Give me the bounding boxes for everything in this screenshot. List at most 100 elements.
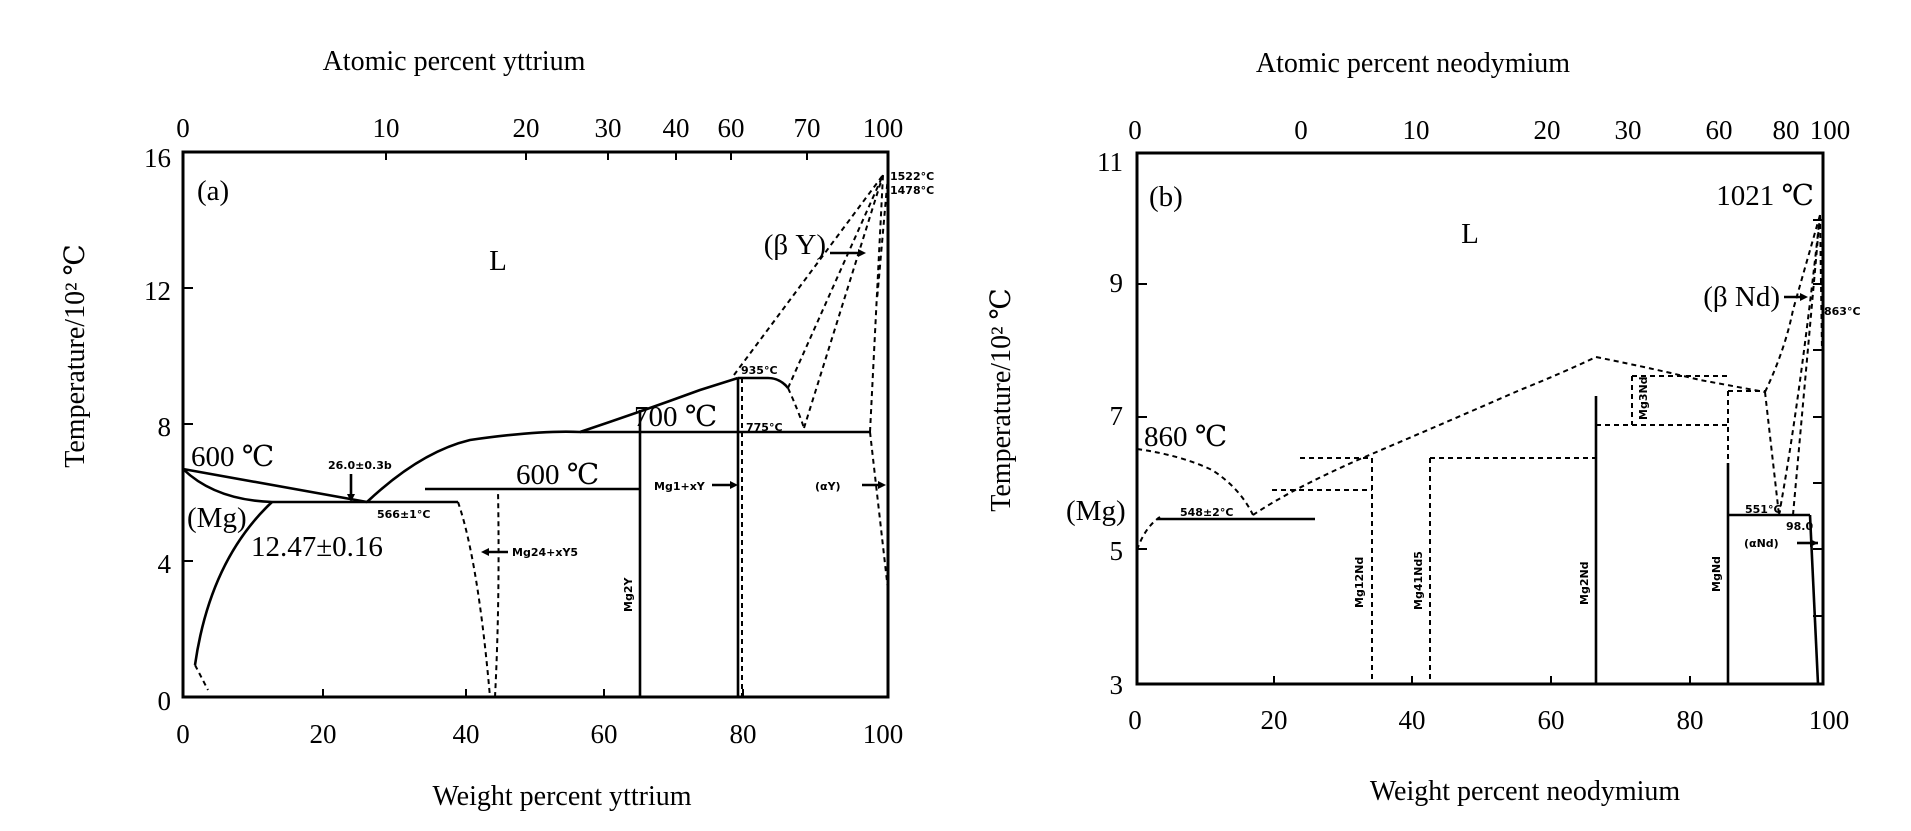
panel-a-top-tick: 40 xyxy=(663,113,690,143)
panel-b-bottom-tick: 20 xyxy=(1261,705,1288,735)
panel-b-bottom-tick: 80 xyxy=(1677,705,1704,735)
panel-b-plot-frame xyxy=(1135,151,1825,686)
panel-a-left-tick: 0 xyxy=(158,686,172,716)
panel-a-top-tick: 30 xyxy=(595,113,622,143)
panel-b-beta-arrowhead xyxy=(1800,293,1808,301)
panel-b-arrows xyxy=(1784,293,1818,547)
panel-a-dashed-beta-2 xyxy=(803,174,884,429)
panel-b-mg-phase-label: (Mg) xyxy=(1066,495,1126,527)
panel-b-dashed-right-edge xyxy=(1819,214,1823,351)
panel-a-600c-mid-label: 600 ℃ xyxy=(516,459,599,491)
panel-a-left-tick: 8 xyxy=(158,412,172,442)
panel-a-935c-label: 935°C xyxy=(741,364,778,377)
panel-b-863c-label: 863°C xyxy=(1824,305,1861,318)
panel-a-bottom-tick: 100 xyxy=(863,719,904,749)
panel-b-top-tick: 10 xyxy=(1403,115,1430,145)
panel-b-dashed-beta-up xyxy=(1764,214,1821,393)
panel-a-alpha-arrowhead xyxy=(878,481,886,489)
panel-b-top-tick: 80 xyxy=(1773,115,1800,145)
panel-a-bottom-tick: 80 xyxy=(730,719,757,749)
panel-a-top-tick-labels: 0 10 20 30 40 60 70 100 xyxy=(176,113,903,143)
panel-a-top-tick: 20 xyxy=(513,113,540,143)
panel-a-dashed-alpha xyxy=(869,431,889,591)
panel-b-top-tick: 20 xyxy=(1534,115,1561,145)
panel-b-liquid-label: L xyxy=(1461,218,1479,250)
panel-b-left-tick: 9 xyxy=(1110,268,1124,298)
panel-a-bottom-tick-labels: 0 20 40 60 80 100 xyxy=(176,719,903,749)
panel-a-700c-label: 700 ℃ xyxy=(634,401,717,433)
panel-b-top-tick: 30 xyxy=(1615,115,1642,145)
panel-a-775c-label: 775°C xyxy=(746,421,783,434)
panel-a-mg-y-diagram: Atomic percent yttrium 0 10 20 30 40 60 … xyxy=(60,46,934,812)
panel-b-860c-label: 860 ℃ xyxy=(1144,421,1227,453)
panel-b-top-tick: 100 xyxy=(1810,115,1851,145)
panel-a-label: (a) xyxy=(197,175,229,207)
panel-b-dashed-beta-inner xyxy=(1778,214,1821,516)
panel-a-dashed-beta-1 xyxy=(787,174,884,389)
panel-b-top-tick: 60 xyxy=(1706,115,1733,145)
panel-a-bottom-tick: 20 xyxy=(310,719,337,749)
panel-b-98-label: 98.0 xyxy=(1786,520,1813,533)
panel-a-dashed-beta-3 xyxy=(869,174,884,433)
panel-a-dashed-boundaries xyxy=(194,174,889,698)
panel-a-solvus-upper xyxy=(182,468,273,504)
panel-a-eutectic-point-label: 26.0±0.3b xyxy=(328,459,392,472)
panel-a-alpha-y-label: (αY) xyxy=(815,480,841,493)
panel-a-mg24-arrowhead xyxy=(481,548,489,556)
panel-a-eutectic-composition-label: 12.47±0.16 xyxy=(251,531,383,563)
panel-b-mgnd-label: MgNd xyxy=(1710,556,1723,592)
panel-a-left-axis-title: Temperature/10² ℃ xyxy=(60,244,91,468)
panel-a-top-tick: 60 xyxy=(718,113,745,143)
panel-a-top-tick: 10 xyxy=(373,113,400,143)
panel-b-left-axis-title: Temperature/10² ℃ xyxy=(986,288,1017,512)
panel-a-left-tick: 16 xyxy=(144,143,171,173)
panel-b-top-tick-labels: 0 0 10 20 30 60 80 100 xyxy=(1128,115,1850,145)
panel-a-left-tick: 12 xyxy=(144,276,171,306)
panel-a-600c-left-label: 600 ℃ xyxy=(191,441,274,473)
panel-b-dashed-mg-solvus xyxy=(1136,516,1161,551)
panel-a-annotations: (a) L (β Y) 600 ℃ 700 ℃ 600 ℃ (Mg) 12.47… xyxy=(187,170,934,612)
panel-b-548c-label: 548±2°C xyxy=(1180,506,1233,519)
panel-b-left-tick-labels: 11 9 7 5 3 xyxy=(1097,147,1123,700)
panel-a-phase-boundaries xyxy=(182,376,870,697)
panel-a-566c-label: 566±1°C xyxy=(377,508,430,521)
panel-b-left-tick: 11 xyxy=(1097,147,1123,177)
panel-a-mg-phase-label: (Mg) xyxy=(187,502,247,534)
panel-a-mg1y-arrowhead xyxy=(730,481,738,489)
panel-b-left-tick: 5 xyxy=(1110,536,1124,566)
panel-a-top-tick: 100 xyxy=(863,113,904,143)
panel-a-liquidus-left xyxy=(182,467,368,504)
panel-b-bottom-tick: 100 xyxy=(1809,705,1850,735)
panel-a-1522c-label: 1522°C xyxy=(890,170,934,183)
panel-a-1478c-label: 1478°C xyxy=(890,184,934,197)
panel-a-top-axis-title: Atomic percent yttrium xyxy=(323,46,586,77)
panel-b-mg12nd-label: Mg12Nd xyxy=(1353,557,1366,608)
panel-a-dashed-mg24-right xyxy=(494,489,500,698)
panel-b-left-tick: 3 xyxy=(1110,670,1124,700)
panel-a-dashed-liquidus-beta xyxy=(733,174,884,376)
panel-a-liquidus-right xyxy=(366,376,739,503)
panel-b-top-tick: 0 xyxy=(1294,115,1308,145)
panel-b-dashed-liquidus-mid xyxy=(1252,356,1597,516)
panel-a-dashed-beta-4 xyxy=(876,174,889,301)
panel-b-alpha-nd-label: (αNd) xyxy=(1744,537,1779,550)
panel-b-annotations: (b) L 1021 ℃ (β Nd) 860 ℃ (Mg) 863°C 548… xyxy=(1066,180,1861,610)
panel-a-dashed-mg24-left xyxy=(457,501,491,698)
panel-b-top-tick: 0 xyxy=(1128,115,1142,145)
panel-a-solvus-lower xyxy=(193,501,273,666)
panel-a-top-tick: 0 xyxy=(176,113,190,143)
panel-b-dashed-liquidus-left xyxy=(1136,448,1254,516)
panel-b-mg41nd5-label: Mg41Nd5 xyxy=(1412,551,1425,610)
panel-b-dashed-boundaries xyxy=(1136,214,1823,684)
panel-b-dashed-liquidus-right xyxy=(1595,356,1766,393)
panel-b-mg-nd-diagram: Atomic percent neodymium 0 0 10 20 30 60… xyxy=(986,48,1861,807)
panel-a-beta-arrowhead xyxy=(858,249,866,257)
panel-a-dashed-solvus-tail xyxy=(194,664,209,691)
panel-b-bottom-tick: 60 xyxy=(1538,705,1565,735)
panel-a-bottom-tick: 40 xyxy=(453,719,480,749)
panel-b-left-tick: 7 xyxy=(1110,401,1124,431)
panel-a-mg24y5-label: Mg24+xY5 xyxy=(512,546,578,559)
panel-a-beta-y-label: (β Y) xyxy=(764,229,826,261)
panel-b-dashed-beta-down xyxy=(1764,391,1780,516)
